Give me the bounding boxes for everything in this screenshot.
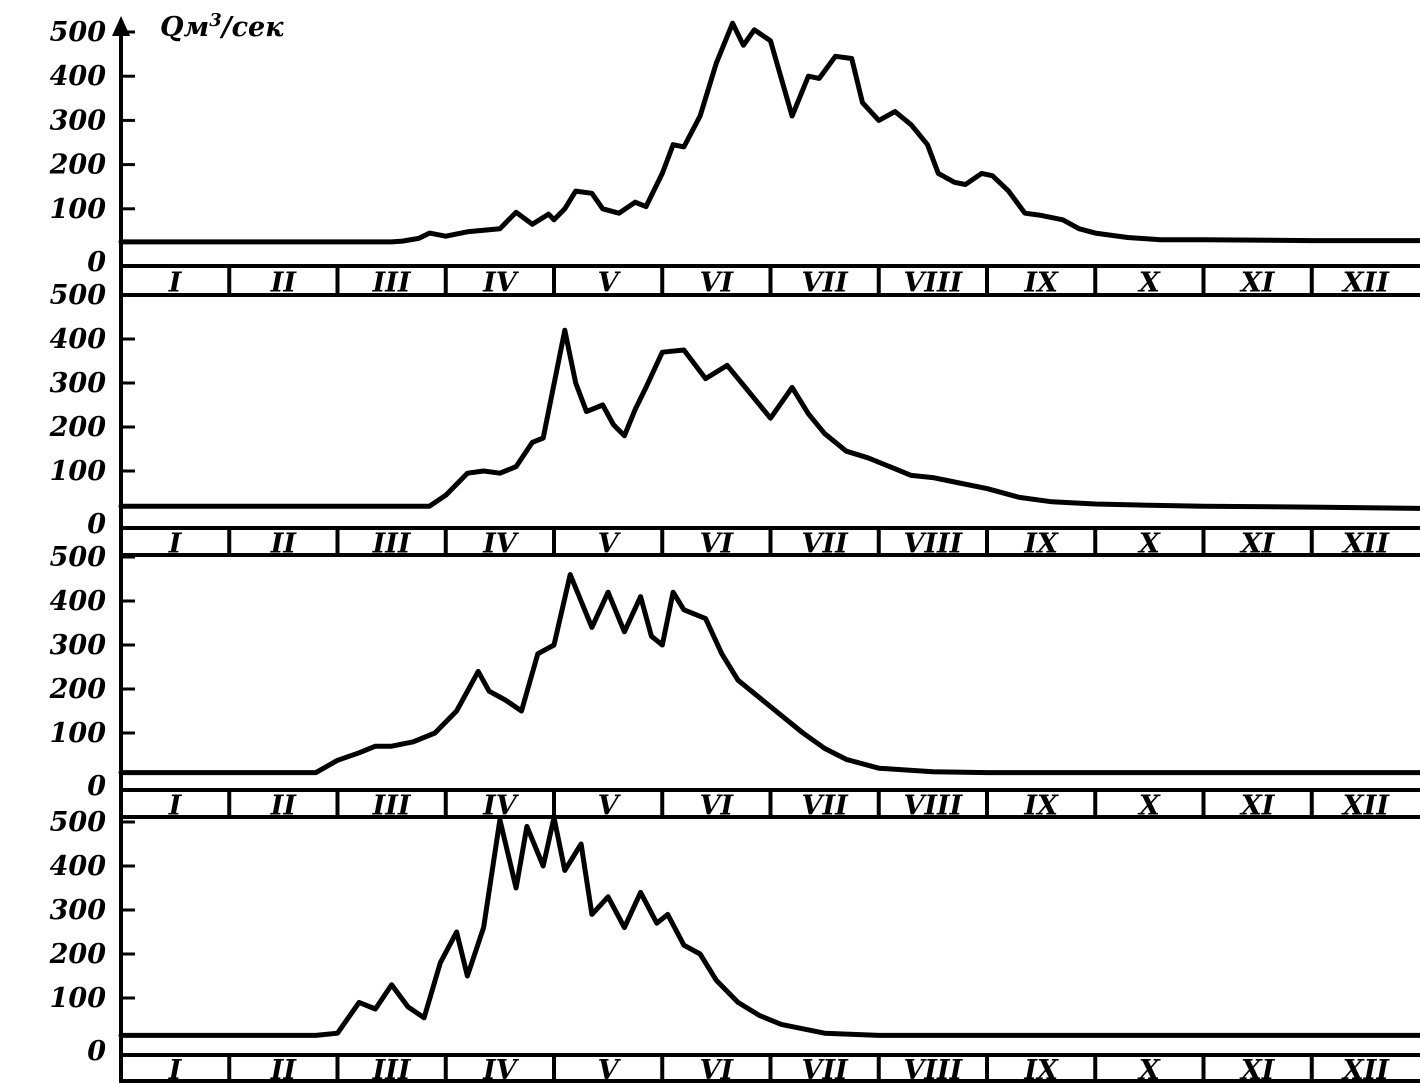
y-tick-label: 300 bbox=[50, 630, 107, 661]
y-tick-label: 100 bbox=[50, 718, 107, 749]
y-tick-label: 500 bbox=[50, 807, 107, 838]
month-label-ii: II bbox=[270, 791, 298, 822]
month-label-viii: VIII bbox=[903, 268, 963, 299]
month-label-v: V bbox=[598, 791, 622, 822]
month-label-viii: VIII bbox=[903, 791, 963, 822]
y-tick-label: 300 bbox=[50, 368, 107, 399]
y-tick-label: 100 bbox=[50, 194, 107, 225]
y-tick-label: 100 bbox=[50, 456, 107, 487]
month-label-vi: VI bbox=[700, 268, 735, 299]
discharge-series-line bbox=[118, 815, 1420, 1038]
month-label-xii: XII bbox=[1341, 1055, 1391, 1083]
y-tick-label: 0 bbox=[87, 771, 106, 802]
month-label-iv: IV bbox=[482, 1055, 520, 1083]
month-label-iii: III bbox=[372, 268, 412, 299]
month-label-i: I bbox=[168, 529, 183, 560]
y-tick-label: 200 bbox=[49, 939, 107, 970]
month-label-vii: VII bbox=[802, 791, 850, 822]
y-tick-label: 400 bbox=[50, 324, 107, 355]
y-tick-label: 400 bbox=[50, 851, 107, 882]
month-label-v: V bbox=[598, 268, 622, 299]
month-label-xii: XII bbox=[1341, 268, 1391, 299]
y-tick-label: 0 bbox=[87, 509, 106, 540]
month-label-vii: VII bbox=[802, 529, 850, 560]
month-label-ii: II bbox=[270, 529, 298, 560]
month-label-xii: XII bbox=[1341, 791, 1391, 822]
y-tick-label: 300 bbox=[50, 105, 107, 136]
month-label-vii: VII bbox=[802, 1055, 850, 1083]
month-label-iii: III bbox=[372, 791, 412, 822]
month-label-x: X bbox=[1137, 529, 1161, 560]
y-tick-label: 200 bbox=[49, 412, 107, 443]
month-label-ii: II bbox=[270, 1055, 298, 1083]
y-tick-label: 500 bbox=[50, 17, 107, 48]
month-label-iv: IV bbox=[482, 268, 520, 299]
month-label-x: X bbox=[1137, 791, 1161, 822]
month-label-iii: III bbox=[372, 1055, 412, 1083]
month-label-xi: XI bbox=[1239, 268, 1276, 299]
y-tick-label: 0 bbox=[87, 247, 106, 278]
month-label-vii: VII bbox=[802, 268, 850, 299]
discharge-series-line bbox=[118, 327, 1420, 511]
month-label-xi: XI bbox=[1239, 1055, 1276, 1083]
month-label-xi: XI bbox=[1239, 791, 1276, 822]
month-label-ix: IX bbox=[1023, 1055, 1059, 1083]
month-label-viii: VIII bbox=[903, 529, 963, 560]
y-tick-label: 400 bbox=[50, 61, 107, 92]
month-label-iii: III bbox=[372, 529, 412, 560]
y-tick-label: 500 bbox=[50, 542, 107, 573]
y-tick-label: 200 bbox=[49, 150, 107, 181]
y-tick-label: 300 bbox=[50, 895, 107, 926]
y-tick-label: 100 bbox=[50, 983, 107, 1014]
month-label-iv: IV bbox=[482, 791, 520, 822]
y-tick-label: 0 bbox=[87, 1036, 106, 1067]
month-label-vi: VI bbox=[700, 1055, 735, 1083]
month-label-iv: IV bbox=[482, 529, 520, 560]
discharge-series-line bbox=[118, 572, 1420, 776]
y-tick-label: 400 bbox=[50, 586, 107, 617]
discharge-series-line bbox=[118, 20, 1420, 245]
month-label-ix: IX bbox=[1023, 791, 1059, 822]
month-label-xi: XI bbox=[1239, 529, 1276, 560]
month-label-vi: VI bbox=[700, 529, 735, 560]
month-label-x: X bbox=[1137, 268, 1161, 299]
y-axis-unit-label: Qм3/сек bbox=[160, 10, 284, 43]
month-label-i: I bbox=[168, 1055, 183, 1083]
month-label-x: X bbox=[1137, 1055, 1161, 1083]
month-label-xii: XII bbox=[1341, 529, 1391, 560]
month-label-ix: IX bbox=[1023, 529, 1059, 560]
month-label-v: V bbox=[598, 1055, 622, 1083]
y-tick-label: 500 bbox=[50, 280, 107, 311]
month-label-ii: II bbox=[270, 268, 298, 299]
month-label-ix: IX bbox=[1023, 268, 1059, 299]
month-label-v: V bbox=[598, 529, 622, 560]
y-tick-label: 200 bbox=[49, 674, 107, 705]
month-label-i: I bbox=[168, 791, 183, 822]
month-label-i: I bbox=[168, 268, 183, 299]
month-label-vi: VI bbox=[700, 791, 735, 822]
month-label-viii: VIII bbox=[903, 1055, 963, 1083]
